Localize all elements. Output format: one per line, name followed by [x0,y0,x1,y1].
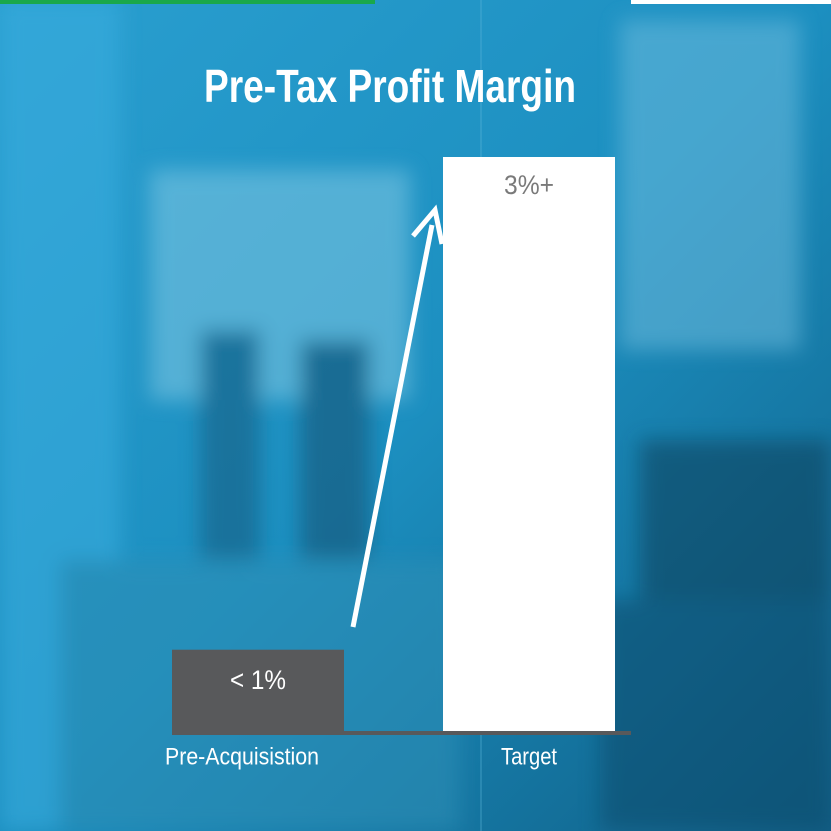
value-label: 3%+ [504,170,554,200]
growth-arrow-head [411,204,445,245]
x-tick-label: Target [501,743,557,770]
x-tick-label: Pre-Acquisistion [165,743,319,770]
growth-arrow [350,224,435,628]
top-accent-green [0,0,375,4]
chart-title: Pre-Tax Profit Margin [204,60,576,112]
value-label: < 1% [230,665,286,695]
bar [172,649,344,731]
bar [443,157,615,731]
top-accent-white [631,0,831,4]
